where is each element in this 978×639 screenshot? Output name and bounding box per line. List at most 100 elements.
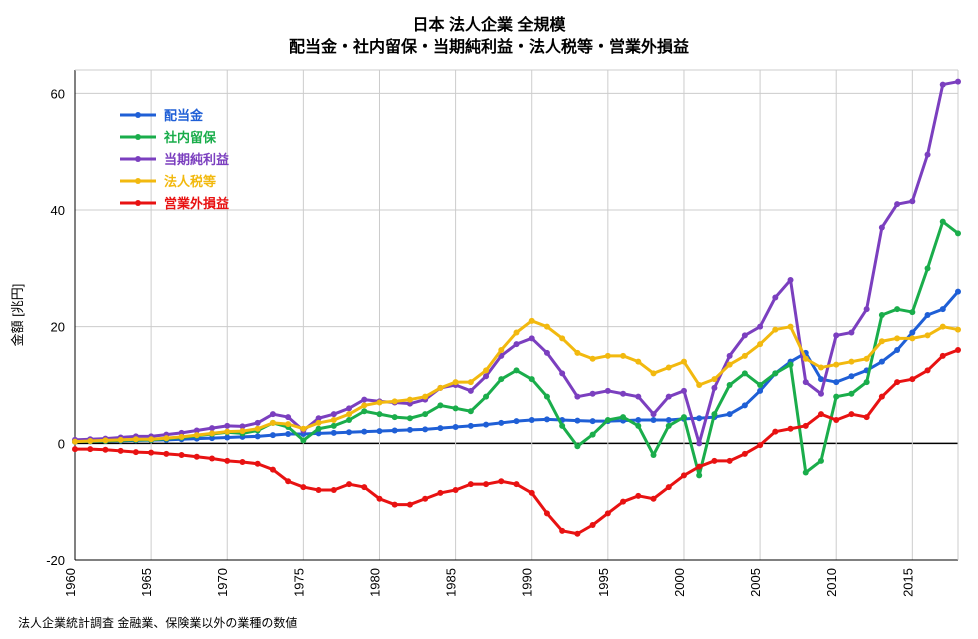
series-marker: [620, 414, 626, 420]
series-marker: [620, 353, 626, 359]
series-marker: [361, 429, 367, 435]
series-marker: [559, 528, 565, 534]
series-marker: [772, 295, 778, 301]
series-marker: [514, 341, 520, 347]
series-marker: [879, 312, 885, 318]
series-marker: [209, 430, 215, 436]
series-marker: [803, 379, 809, 385]
series-marker: [361, 408, 367, 414]
series-marker: [498, 376, 504, 382]
series-marker: [651, 370, 657, 376]
series-marker: [651, 411, 657, 417]
series-marker: [727, 362, 733, 368]
y-tick-label: 40: [51, 203, 65, 218]
series-marker: [818, 458, 824, 464]
x-tick-label: 2005: [748, 568, 763, 597]
series-marker: [255, 461, 261, 467]
series-marker: [346, 429, 352, 435]
series-marker: [529, 335, 535, 341]
series-marker: [696, 382, 702, 388]
series-marker: [498, 478, 504, 484]
series-marker: [437, 402, 443, 408]
series-marker: [590, 432, 596, 438]
series-marker: [574, 443, 580, 449]
series-marker: [696, 464, 702, 470]
series-marker: [666, 423, 672, 429]
series-marker: [316, 487, 322, 493]
x-tick-label: 1970: [215, 568, 230, 597]
series-marker: [331, 411, 337, 417]
series-marker: [727, 411, 733, 417]
series-marker: [848, 411, 854, 417]
series-marker: [803, 423, 809, 429]
series-marker: [742, 370, 748, 376]
series-marker: [118, 448, 124, 454]
series-marker: [666, 417, 672, 423]
series-marker: [955, 347, 961, 353]
series-marker: [224, 458, 230, 464]
series-marker: [346, 481, 352, 487]
x-tick-label: 1980: [367, 568, 382, 597]
series-marker: [544, 324, 550, 330]
legend-label: 当期純利益: [164, 152, 229, 167]
series-marker: [422, 426, 428, 432]
series-marker: [666, 484, 672, 490]
series-marker: [133, 449, 139, 455]
series-marker: [316, 420, 322, 426]
series-marker: [894, 347, 900, 353]
series-marker: [270, 420, 276, 426]
series-marker: [285, 478, 291, 484]
x-tick-label: 2010: [824, 568, 839, 597]
legend-label: 社内留保: [163, 130, 217, 145]
series-marker: [590, 522, 596, 528]
series-marker: [331, 417, 337, 423]
series-marker: [529, 490, 535, 496]
series-marker: [376, 411, 382, 417]
series-marker: [453, 424, 459, 430]
series-marker: [407, 397, 413, 403]
series-marker: [681, 359, 687, 365]
series-marker: [361, 484, 367, 490]
series-marker: [605, 353, 611, 359]
series-marker: [87, 446, 93, 452]
series-marker: [788, 426, 794, 432]
chart-footnote: 法人企業統計調査 金融業、保険業以外の業種の数値: [18, 615, 297, 630]
series-marker: [422, 394, 428, 400]
series-marker: [879, 394, 885, 400]
legend-marker: [135, 200, 141, 206]
series-marker: [285, 431, 291, 437]
series-marker: [727, 458, 733, 464]
series-marker: [453, 487, 459, 493]
series-marker: [696, 440, 702, 446]
series-marker: [468, 423, 474, 429]
series-marker: [239, 428, 245, 434]
series-marker: [711, 458, 717, 464]
series-marker: [574, 418, 580, 424]
series-marker: [514, 367, 520, 373]
series-marker: [559, 423, 565, 429]
x-tick-label: 1960: [63, 568, 78, 597]
series-marker: [179, 434, 185, 440]
series-marker: [316, 426, 322, 432]
series-marker: [331, 423, 337, 429]
series-marker: [361, 397, 367, 403]
series-marker: [239, 459, 245, 465]
series-marker: [666, 394, 672, 400]
series-marker: [574, 394, 580, 400]
chart-background: [0, 0, 978, 639]
series-marker: [544, 350, 550, 356]
series-marker: [422, 496, 428, 502]
series-marker: [468, 379, 474, 385]
series-marker: [955, 79, 961, 85]
y-tick-label: -20: [46, 553, 65, 568]
series-marker: [468, 481, 474, 487]
series-marker: [925, 265, 931, 271]
series-marker: [224, 435, 230, 441]
series-marker: [544, 416, 550, 422]
series-marker: [559, 370, 565, 376]
y-tick-label: 20: [51, 320, 65, 335]
series-marker: [909, 309, 915, 315]
series-marker: [529, 376, 535, 382]
series-marker: [346, 417, 352, 423]
series-marker: [559, 335, 565, 341]
